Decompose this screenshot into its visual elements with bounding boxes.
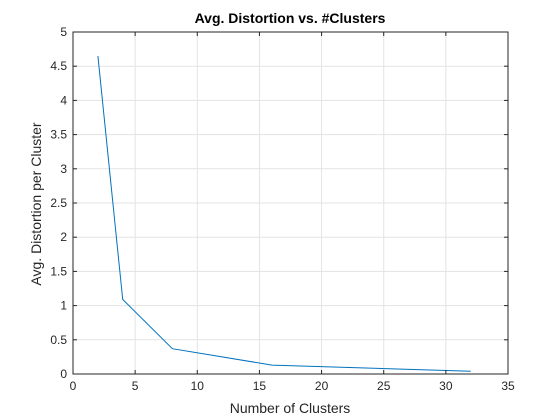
- x-tick-label: 10: [191, 379, 205, 393]
- y-tick-label: 2.5: [50, 196, 67, 210]
- y-tick-label: 5: [60, 25, 67, 39]
- x-tick-label: 35: [501, 379, 515, 393]
- x-axis-label: Number of Clusters: [230, 400, 351, 416]
- y-tick-label: 2: [60, 230, 67, 244]
- x-tick-label: 20: [315, 379, 329, 393]
- y-tick-label: 4: [60, 93, 67, 107]
- x-tick-label: 0: [70, 379, 77, 393]
- y-tick-label: 3: [60, 162, 67, 176]
- x-tick-label: 25: [377, 379, 391, 393]
- x-tick-label: 15: [253, 379, 267, 393]
- chart-title: Avg. Distortion vs. #Clusters: [195, 10, 386, 26]
- y-tick-label: 0: [60, 367, 67, 381]
- y-tick-label: 0.5: [50, 333, 67, 347]
- y-tick-label: 1.5: [50, 264, 67, 278]
- axis-ticks: 0 5 10 15 20 25 30 35 0 0.5 1 1.5 2 2.5 3 3.5 4 4.5 5: [50, 25, 515, 393]
- series-line: [97, 55, 471, 372]
- y-tick-label: 1: [60, 299, 67, 313]
- y-tick-label: 4.5: [50, 59, 67, 73]
- x-tick-label: 5: [132, 379, 139, 393]
- x-tick-label: 30: [439, 379, 453, 393]
- y-axis-label: Avg. Distortion per Cluster: [28, 122, 44, 285]
- y-tick-label: 3.5: [50, 128, 67, 142]
